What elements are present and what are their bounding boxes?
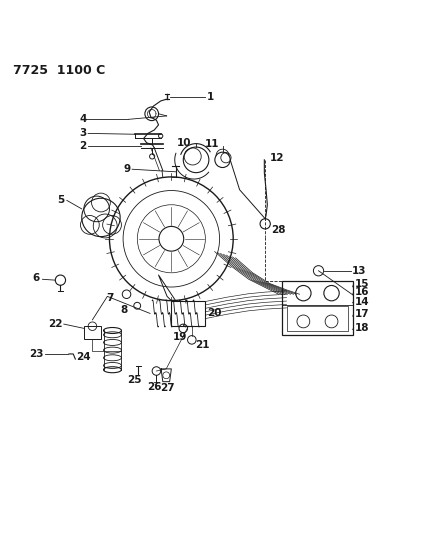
Text: 19: 19 <box>172 332 187 342</box>
Text: 4: 4 <box>80 114 87 124</box>
Text: 26: 26 <box>147 382 161 392</box>
Text: 1: 1 <box>207 92 214 102</box>
Bar <box>84 326 101 339</box>
Text: 7: 7 <box>107 293 114 303</box>
Bar <box>286 306 348 332</box>
Text: 24: 24 <box>77 352 91 362</box>
Bar <box>171 301 205 326</box>
Text: 14: 14 <box>355 297 369 306</box>
Text: 5: 5 <box>57 196 65 205</box>
Text: 8: 8 <box>120 305 128 315</box>
Text: 27: 27 <box>160 383 174 393</box>
Text: 12: 12 <box>270 153 284 163</box>
Text: 3: 3 <box>80 128 87 139</box>
Text: 15: 15 <box>355 279 369 289</box>
Text: 28: 28 <box>272 225 286 235</box>
Text: 22: 22 <box>48 319 62 329</box>
Text: 6: 6 <box>33 273 40 283</box>
Text: 13: 13 <box>352 266 366 276</box>
Text: 11: 11 <box>205 139 219 149</box>
Text: 17: 17 <box>355 310 369 319</box>
Text: 21: 21 <box>195 340 210 350</box>
Text: 9: 9 <box>124 164 131 174</box>
Text: 10: 10 <box>177 138 191 148</box>
Text: 20: 20 <box>208 309 222 318</box>
Bar <box>282 281 353 335</box>
Text: 18: 18 <box>355 324 369 333</box>
Text: 2: 2 <box>80 141 87 151</box>
Text: 16: 16 <box>355 287 369 297</box>
Text: 23: 23 <box>29 349 43 359</box>
Text: 7725  1100 C: 7725 1100 C <box>14 64 106 77</box>
Text: 25: 25 <box>128 375 142 385</box>
